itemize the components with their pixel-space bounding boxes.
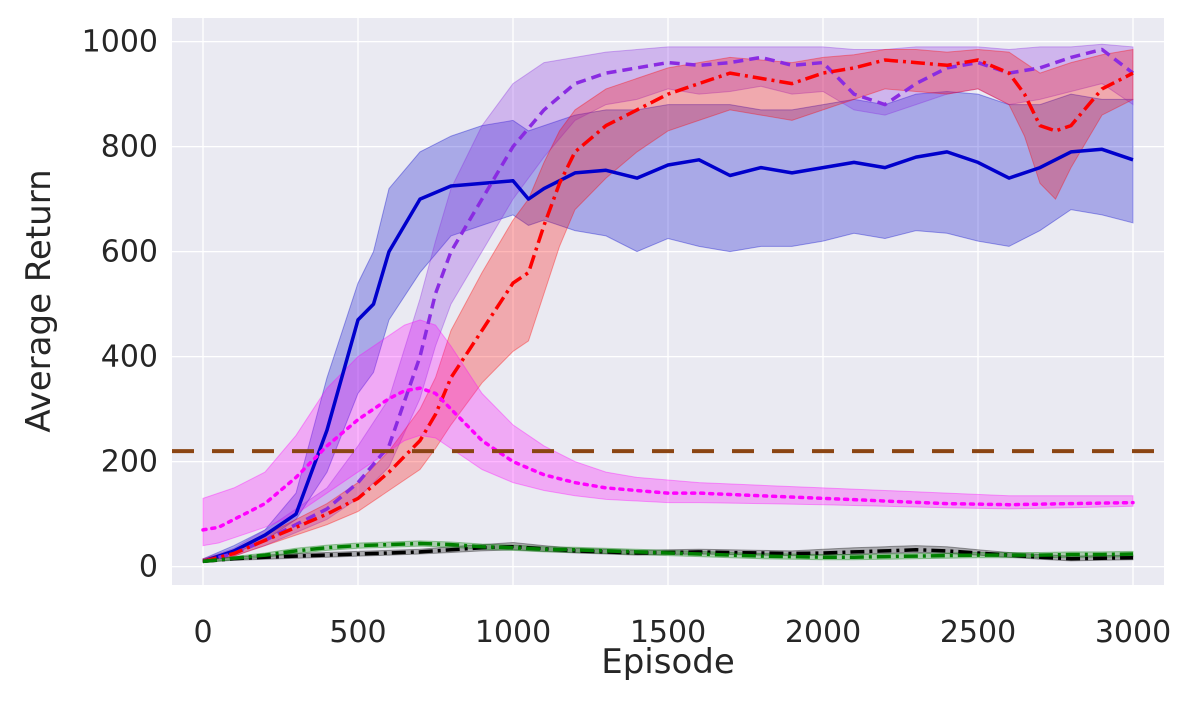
series-1-line: [202, 47, 1135, 564]
series-3-line: [201, 386, 1135, 532]
y-axis-title: Average Return: [19, 169, 59, 432]
x-tick-label: 500: [329, 615, 386, 650]
x-tick-label: 1500: [630, 615, 706, 650]
y-tick-label: 200: [101, 445, 158, 480]
x-tick-label: 1000: [475, 615, 551, 650]
x-axis-title: Episode: [601, 642, 735, 682]
x-tick-label: 3000: [1095, 615, 1171, 650]
y-tick-label: 800: [101, 130, 158, 165]
series-lines: [172, 47, 1164, 564]
y-tick-label: 400: [101, 340, 158, 375]
x-tick-label: 0: [193, 615, 212, 650]
tick-labels: 0 500 1000 1500 2000 2500 3000 0 200 400 600 800 100…: [82, 25, 1172, 650]
y-tick-label: 0: [139, 550, 158, 585]
series-5-line: [202, 541, 1134, 564]
x-tick-label: 2000: [785, 615, 861, 650]
series-0-line: [202, 147, 1134, 564]
y-tick-label: 600: [101, 235, 158, 270]
x-tick-label: 2500: [940, 615, 1016, 650]
grid: [172, 18, 1164, 585]
y-tick-label: 1000: [82, 25, 158, 60]
series-2-line: [202, 58, 1134, 564]
series-0-band: [202, 90, 1134, 563]
series-3-band: [202, 319, 1134, 547]
